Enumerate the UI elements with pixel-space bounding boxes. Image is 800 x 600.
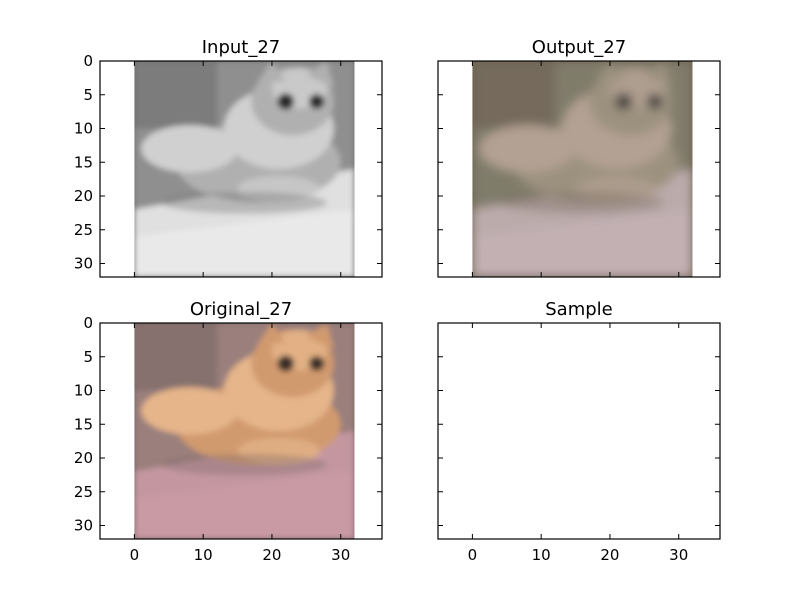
image-3 <box>134 323 355 539</box>
x-tick-label: 30 <box>669 546 688 564</box>
x-tick-label: 10 <box>194 546 213 564</box>
axes-frame <box>437 60 721 278</box>
y-tick-label: 25 <box>74 483 93 501</box>
subplot-1: 0 5 10 15 20 25 30 Input_27 <box>74 37 383 278</box>
subplot-title: Input_27 <box>202 37 281 58</box>
subplot-4: 0 10 20 30 Sample <box>437 299 721 564</box>
y-tick-label: 5 <box>83 348 93 366</box>
y-tick-label: 15 <box>74 415 93 433</box>
x-tick-label: 0 <box>468 546 478 564</box>
subplot-3: 0 10 20 30 0 5 10 15 20 25 30 Original_27 <box>74 299 383 564</box>
y-tick-label: 20 <box>74 449 93 467</box>
image-1 <box>134 61 355 277</box>
subplot-title: Output_27 <box>532 37 626 58</box>
subplot-2: Output_27 <box>437 37 721 278</box>
axes-frame <box>437 322 721 540</box>
y-tick-label: 10 <box>74 120 93 138</box>
axes-frame <box>99 322 383 540</box>
x-tick-label: 20 <box>262 546 281 564</box>
x-tick-label: 30 <box>331 546 350 564</box>
image-2 <box>472 61 693 277</box>
y-tick-label: 0 <box>83 52 93 70</box>
x-tick-label: 0 <box>130 546 140 564</box>
y-tick-label: 15 <box>74 153 93 171</box>
y-tick-label: 20 <box>74 187 93 205</box>
y-tick-label: 5 <box>83 86 93 104</box>
x-tick-label: 10 <box>532 546 551 564</box>
y-tick-label: 0 <box>83 314 93 332</box>
y-tick-label: 10 <box>74 382 93 400</box>
axes-frame <box>99 60 383 278</box>
y-tick-label: 30 <box>74 255 93 273</box>
y-tick-label: 30 <box>74 517 93 535</box>
x-tick-label: 20 <box>600 546 619 564</box>
subplot-title: Sample <box>545 299 613 320</box>
y-tick-label: 25 <box>74 221 93 239</box>
subplot-title: Original_27 <box>190 299 292 320</box>
